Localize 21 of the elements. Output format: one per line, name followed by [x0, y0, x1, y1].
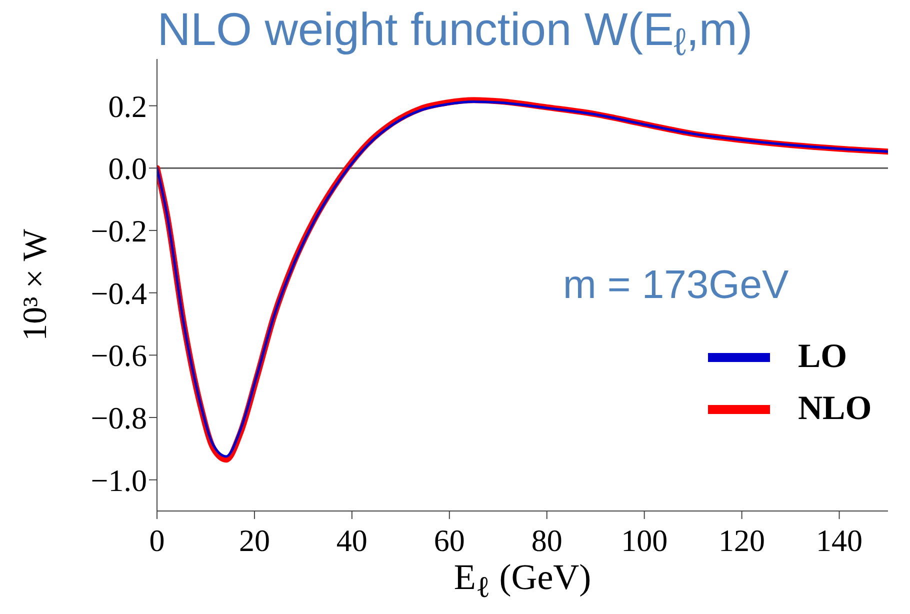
y-tick-label: −0.8 — [90, 400, 147, 436]
y-tick-label: −1.0 — [90, 462, 147, 498]
chart-title: NLO weight function W(E$_{ℓ}$,m) — [157, 3, 753, 64]
x-axis-title: E$_{ℓ}$ (GeV) — [454, 557, 592, 604]
y-tick-label: −0.4 — [90, 276, 148, 311]
x-tick-label: 100 — [621, 523, 668, 558]
x-tick-label: 140 — [816, 523, 863, 558]
legend-label: NLO — [798, 390, 872, 428]
x-tick-label: 20 — [238, 523, 270, 558]
y-tick-label: −0.6 — [90, 338, 147, 374]
x-tick-label: 60 — [434, 523, 465, 558]
annotation: m = 173GeV — [563, 263, 789, 307]
x-tick-label: 80 — [531, 523, 562, 558]
x-tick-label: 40 — [336, 523, 368, 558]
x-tick-label: 120 — [718, 523, 766, 558]
legend-label: LO — [798, 338, 848, 376]
y-tick-label: −0.2 — [90, 213, 147, 248]
y-axis-title: 10³ × W — [17, 229, 54, 341]
y-tick-label: 0.2 — [108, 88, 147, 124]
x-tick-label: 0 — [149, 523, 165, 558]
y-tick-label: 0.0 — [108, 151, 147, 186]
